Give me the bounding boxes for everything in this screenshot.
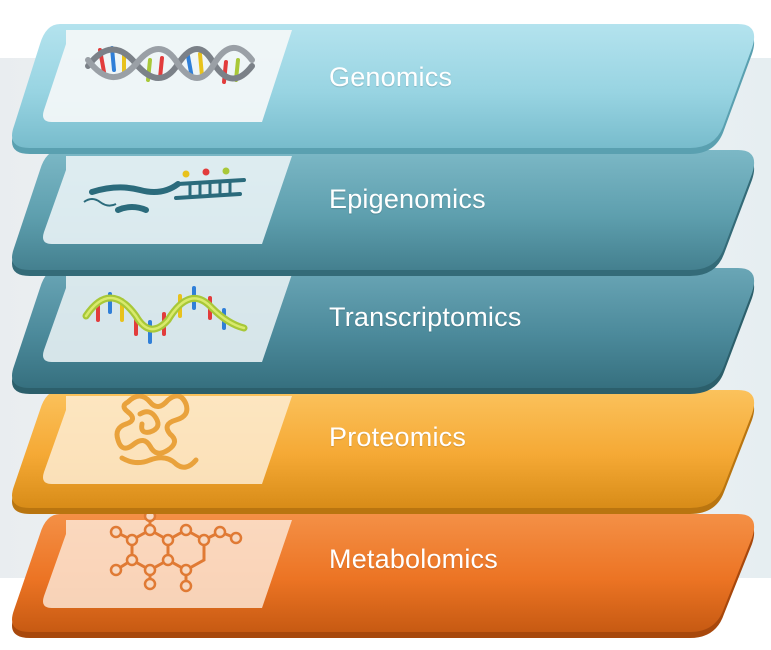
layer-label-epigenomics: Epigenomics <box>329 184 486 214</box>
layer-label-transcriptomics: Transcriptomics <box>329 302 522 332</box>
layer-label-metabolomics: Metabolomics <box>329 544 498 574</box>
layer-label-proteomics: Proteomics <box>329 422 467 452</box>
rna-strand-icon <box>82 286 248 344</box>
methylated-dna-icon <box>83 167 246 213</box>
layer-genomics: Genomics <box>0 20 771 170</box>
folded-protein-icon <box>114 393 199 470</box>
layer-metabolomics: Metabolomics <box>0 498 771 648</box>
dna-double-helix-icon <box>85 45 255 84</box>
layer-epigenomics: Epigenomics <box>0 144 771 294</box>
layer-label-genomics: Genomics <box>329 62 453 92</box>
layer-proteomics: Proteomics <box>0 380 771 530</box>
layer-transcriptomics: Transcriptomics <box>0 262 771 412</box>
metabolite-molecule-icon <box>109 509 243 593</box>
